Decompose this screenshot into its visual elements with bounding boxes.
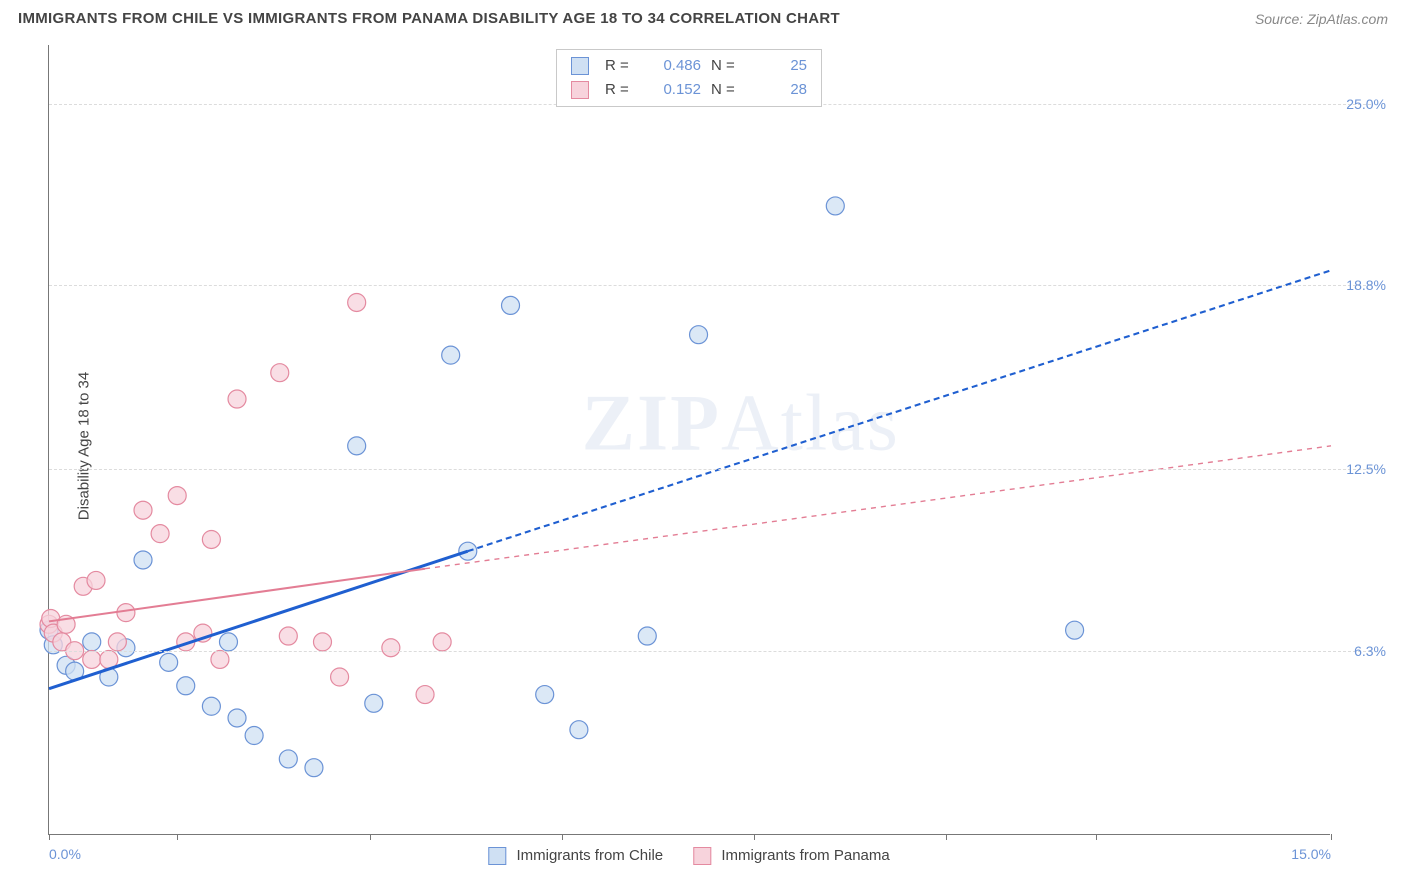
data-point	[1066, 621, 1084, 639]
data-point	[202, 530, 220, 548]
gridline	[49, 469, 1371, 470]
data-point	[160, 653, 178, 671]
x-tick	[946, 834, 947, 840]
swatch-chile	[571, 57, 589, 75]
legend-item-panama: Immigrants from Panama	[693, 847, 890, 865]
y-tick-label: 18.8%	[1346, 277, 1386, 293]
data-point	[228, 390, 246, 408]
stats-legend: R = 0.486 N = 25 R = 0.152 N = 28	[556, 49, 822, 107]
data-point	[87, 571, 105, 589]
legend-item-chile: Immigrants from Chile	[488, 847, 663, 865]
x-tick	[49, 834, 50, 840]
x-tick	[1331, 834, 1332, 840]
data-point	[365, 694, 383, 712]
data-point	[228, 709, 246, 727]
data-point	[168, 487, 186, 505]
data-point	[826, 197, 844, 215]
trend-line-ext	[425, 446, 1331, 569]
swatch-panama	[571, 81, 589, 99]
y-tick-label: 6.3%	[1354, 643, 1386, 659]
data-point	[313, 633, 331, 651]
x-tick	[370, 834, 371, 840]
trend-line	[49, 569, 425, 622]
data-point	[83, 633, 101, 651]
plot-area: ZIPAtlas 6.3%12.5%18.8%25.0%0.0%15.0%	[48, 45, 1330, 835]
scatter-chart: ZIPAtlas 6.3%12.5%18.8%25.0%0.0%15.0% R …	[48, 45, 1330, 835]
chart-title: IMMIGRANTS FROM CHILE VS IMMIGRANTS FROM…	[18, 10, 840, 27]
gridline	[49, 285, 1371, 286]
data-point	[134, 551, 152, 569]
data-point	[219, 633, 237, 651]
data-point	[151, 525, 169, 543]
data-point	[271, 364, 289, 382]
data-point	[177, 677, 195, 695]
data-point	[83, 650, 101, 668]
x-tick	[562, 834, 563, 840]
x-tick	[1096, 834, 1097, 840]
data-point	[134, 501, 152, 519]
series-legend: Immigrants from Chile Immigrants from Pa…	[488, 847, 889, 865]
chart-svg	[49, 45, 1331, 835]
data-point	[305, 759, 323, 777]
data-point	[202, 697, 220, 715]
data-point	[348, 437, 366, 455]
x-tick-label: 15.0%	[1291, 846, 1331, 862]
swatch-panama	[693, 847, 711, 865]
data-point	[570, 721, 588, 739]
data-point	[108, 633, 126, 651]
data-point	[536, 686, 554, 704]
data-point	[331, 668, 349, 686]
data-point	[245, 727, 263, 745]
data-point	[442, 346, 460, 364]
trend-line-ext	[468, 270, 1331, 551]
gridline	[49, 651, 1371, 652]
data-point	[416, 686, 434, 704]
x-tick-label: 0.0%	[49, 846, 81, 862]
data-point	[211, 650, 229, 668]
data-point	[502, 296, 520, 314]
stats-row-panama: R = 0.152 N = 28	[571, 78, 807, 102]
data-point	[348, 293, 366, 311]
data-point	[638, 627, 656, 645]
source-label: Source: ZipAtlas.com	[1255, 11, 1388, 27]
swatch-chile	[488, 847, 506, 865]
data-point	[279, 750, 297, 768]
y-tick-label: 25.0%	[1346, 96, 1386, 112]
data-point	[382, 639, 400, 657]
data-point	[690, 326, 708, 344]
stats-row-chile: R = 0.486 N = 25	[571, 54, 807, 78]
data-point	[117, 604, 135, 622]
data-point	[279, 627, 297, 645]
x-tick	[177, 834, 178, 840]
x-tick	[754, 834, 755, 840]
y-tick-label: 12.5%	[1346, 461, 1386, 477]
data-point	[433, 633, 451, 651]
